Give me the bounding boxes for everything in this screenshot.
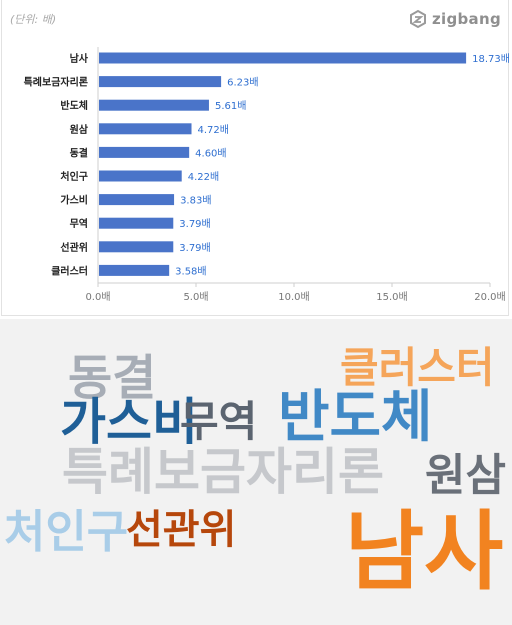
category-label: 무역 [70, 217, 88, 230]
bar [99, 241, 174, 253]
x-tick-label: 5.0배 [183, 291, 208, 303]
data-label: 3.58배 [175, 265, 206, 277]
x-tick-label: 20.0배 [474, 291, 505, 303]
zigbang-logo: zigbang [408, 9, 501, 29]
data-label: 18.73배 [472, 53, 510, 65]
bar [99, 76, 222, 88]
data-label: 3.83배 [180, 195, 211, 207]
x-tick-label: 10.0배 [278, 291, 309, 303]
cloud-word: 처인구 [4, 505, 129, 558]
data-label: 4.60배 [195, 147, 226, 159]
data-label: 4.72배 [198, 124, 229, 136]
cloud-word: 가스비 [60, 393, 198, 451]
cloud-word: 남사 [345, 502, 504, 602]
category-label: 특례보금자리론 [24, 76, 88, 89]
category-label: 반도체 [60, 99, 88, 112]
chart-frame [1, 0, 509, 316]
x-tick-label: 15.0배 [376, 291, 407, 303]
data-label: 3.79배 [179, 242, 210, 254]
bar [99, 146, 190, 158]
cloud-word: 동결 [68, 350, 157, 406]
cloud-word: 선관위 [126, 507, 237, 553]
category-label: 원삼 [70, 123, 89, 136]
bar [99, 170, 182, 182]
bar [99, 123, 192, 135]
category-label: 처인구 [60, 170, 88, 183]
bar [99, 217, 174, 229]
bar [99, 52, 467, 64]
category-label: 클러스터 [51, 264, 88, 277]
category-label: 선관위 [60, 241, 88, 254]
category-label: 가스비 [60, 194, 88, 207]
data-label: 3.79배 [179, 218, 210, 230]
data-label: 6.23배 [227, 77, 258, 89]
category-label: 동결 [70, 146, 88, 159]
data-label: 5.61배 [215, 100, 246, 112]
bar [99, 194, 175, 206]
bar [99, 264, 170, 276]
cloud-word: 특례보금자리론 [62, 443, 384, 501]
bar [99, 99, 209, 111]
cloud-word: 클러스터 [340, 343, 495, 392]
unit-label: (단위: 배) [10, 13, 57, 26]
x-tick-label: 0.0배 [85, 291, 110, 303]
data-label: 4.22배 [188, 171, 219, 183]
cloud-word: 무역 [180, 397, 258, 446]
cloud-word: 원삼 [425, 450, 506, 501]
zigbang-logo-icon [410, 9, 426, 29]
logo-text: zigbang [432, 10, 501, 28]
category-label: 남사 [70, 52, 89, 65]
cloud-word: 반도체 [278, 385, 433, 450]
